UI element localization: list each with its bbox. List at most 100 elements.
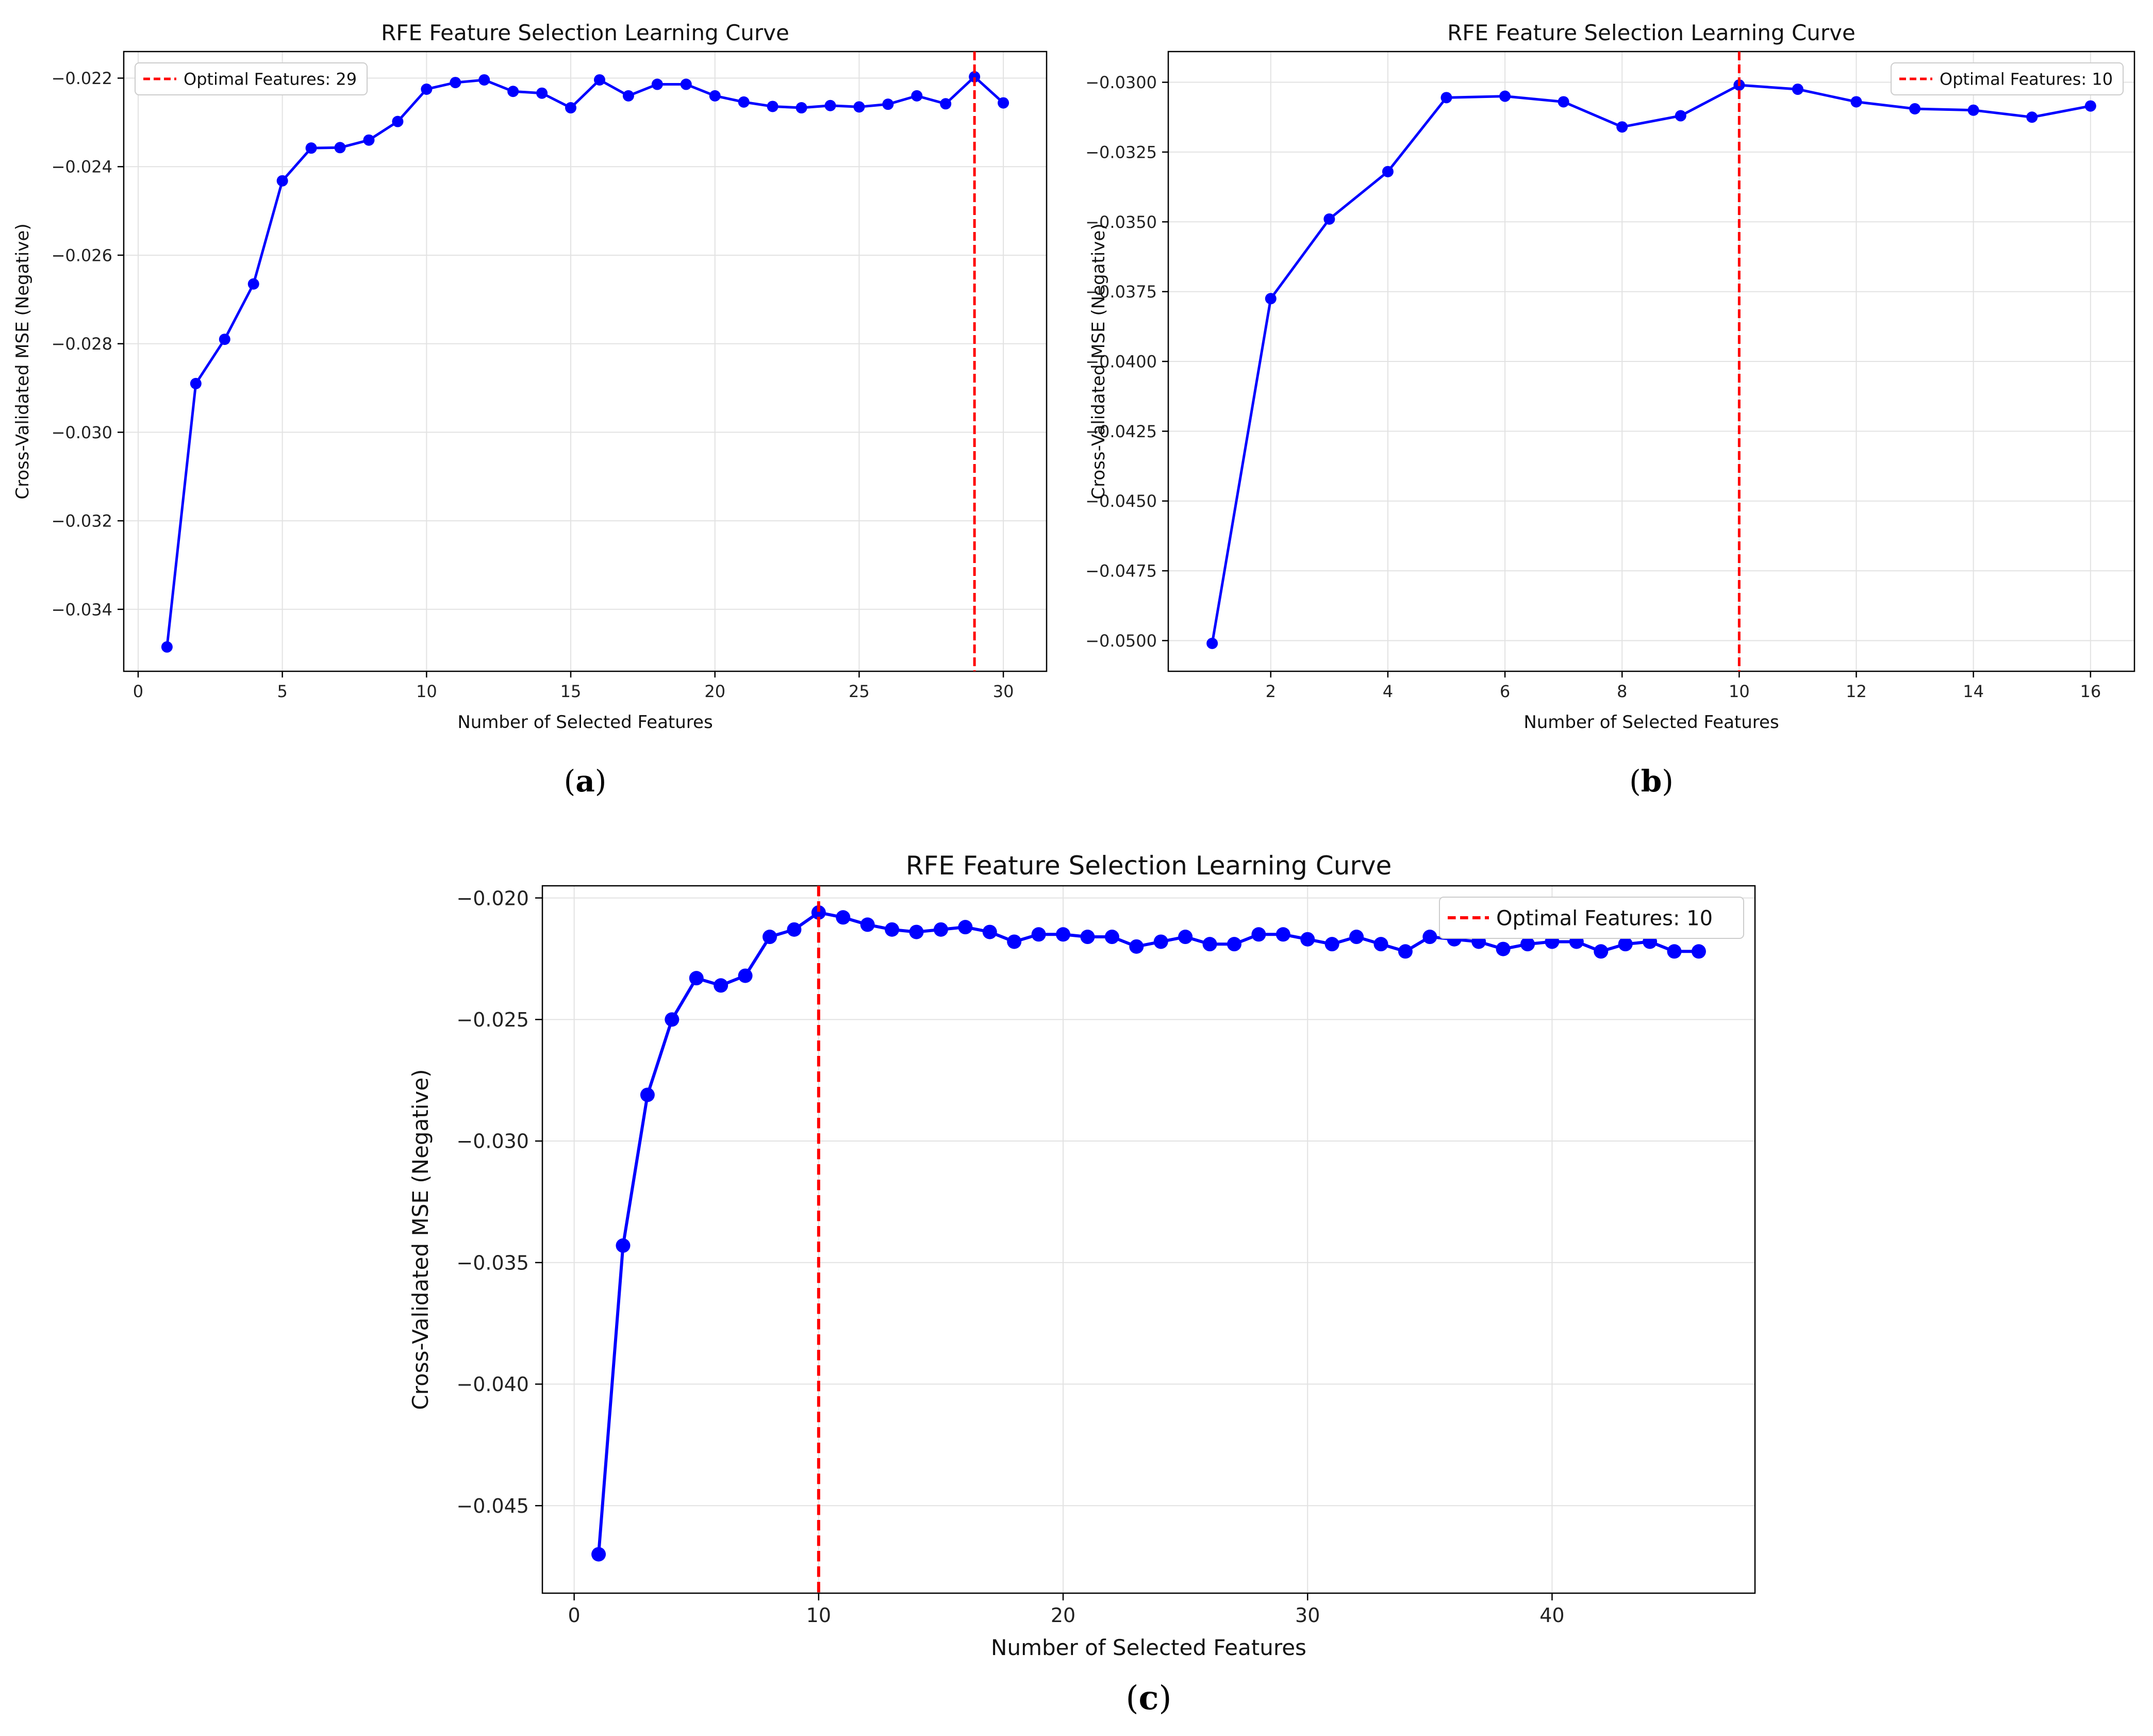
data-point [1422,930,1437,945]
legend-box [135,62,368,95]
data-point [763,930,777,945]
data-point [1558,96,1569,108]
y-tick-label: −0.0425 [1085,422,1157,441]
data-point [591,1547,606,1562]
data-point [824,100,836,111]
data-point [1850,96,1862,108]
data-point [836,910,851,925]
y-tick-label: −0.030 [456,1130,529,1153]
data-point [2084,100,2096,112]
series-line [165,75,1004,648]
x-tick-label: 20 [704,682,725,701]
x-tick-label: 10 [1729,682,1750,701]
data-point [811,905,826,920]
data-point [1206,637,1218,649]
legend-label: Optimal Features: 10 [1940,70,2113,89]
y-tick-label: −0.020 [456,887,529,910]
data-point [1300,932,1315,947]
data-point [1227,937,1241,952]
data-point [911,90,923,102]
data-point [640,1087,655,1102]
y-tick-label: −0.026 [52,245,112,265]
chart-title: RFE Feature Selection Learning Curve [906,851,1392,881]
data-point [1675,110,1686,122]
data-point [190,377,202,389]
data-point [1323,213,1335,225]
data-point [909,924,924,939]
y-tick-label: −0.0375 [1085,282,1157,302]
data-point [1007,934,1022,949]
data-point [1153,934,1168,949]
y-tick-label: −0.030 [52,423,112,442]
data-point [940,98,952,110]
subfigure-label: (b) [1629,764,1674,799]
data-point [1616,121,1628,133]
data-point [860,917,875,932]
y-axis-label: Cross-Validated MSE (Negative) [12,223,33,499]
x-tick-label: 14 [1963,682,1984,701]
x-tick-label: 40 [1539,1604,1564,1627]
data-point [969,71,981,82]
x-tick-label: 10 [416,682,437,701]
data-point [1056,927,1071,942]
data-point [982,924,997,939]
series-line [597,911,1699,1555]
data-point [2026,111,2038,123]
x-axis-label: Number of Selected Features [991,1635,1306,1660]
data-point [1324,937,1339,952]
data-point [1251,927,1266,942]
data-point [1909,103,1921,114]
y-tick-label: −0.0300 [1085,73,1157,92]
data-point [1496,941,1511,956]
data-point [1398,944,1413,959]
x-tick-label: 10 [806,1604,831,1627]
data-point [689,971,704,986]
x-axis-label: Number of Selected Features [1523,712,1779,733]
data-point [1080,930,1095,945]
data-point [1178,930,1193,945]
y-tick-label: −0.0475 [1085,561,1157,581]
data-point [1667,944,1682,959]
y-tick-label: −0.040 [456,1373,529,1396]
x-tick-label: 16 [2080,682,2101,701]
y-tick-label: −0.035 [456,1251,529,1274]
data-point [1594,944,1609,959]
y-tick-label: −0.0350 [1085,212,1157,232]
data-point [709,90,721,102]
x-tick-label: 0 [133,682,143,701]
y-axis-label: Cross-Validated MSE (Negative) [408,1069,433,1410]
series-line [1211,84,2091,644]
data-point [616,1238,631,1253]
x-tick-label: 5 [277,682,287,701]
data-point [1499,90,1511,102]
data-point [622,90,634,102]
x-tick-label: 6 [1500,682,1510,701]
plot-frame [541,885,1756,1594]
data-point [334,142,346,154]
x-tick-label: 12 [1846,682,1867,701]
data-point [478,74,490,86]
x-tick-label: 0 [568,1604,581,1627]
y-tick-label: −0.0500 [1085,631,1157,651]
data-point [1265,293,1277,305]
data-point [161,641,173,653]
data-point [1440,92,1452,104]
legend-label: Optimal Features: 29 [184,70,357,89]
data-point [853,101,865,113]
data-point [1373,937,1388,952]
legend-box [1439,897,1744,939]
data-point [247,278,259,290]
chart-panel-c: 0 10 20 30 40 −0.045 −0.040 −0.035 −0.030 −0.025 −… [408,851,1756,1717]
data-point [933,922,948,937]
data-point [714,978,728,993]
data-point [767,101,779,112]
legend-box [1891,62,2124,95]
data-point [885,922,900,937]
data-point [680,78,692,90]
data-point [305,142,317,154]
legend-label: Optimal Features: 10 [1496,906,1713,930]
data-point [787,922,802,937]
data-point [651,78,663,90]
x-tick-label: 4 [1383,682,1393,701]
